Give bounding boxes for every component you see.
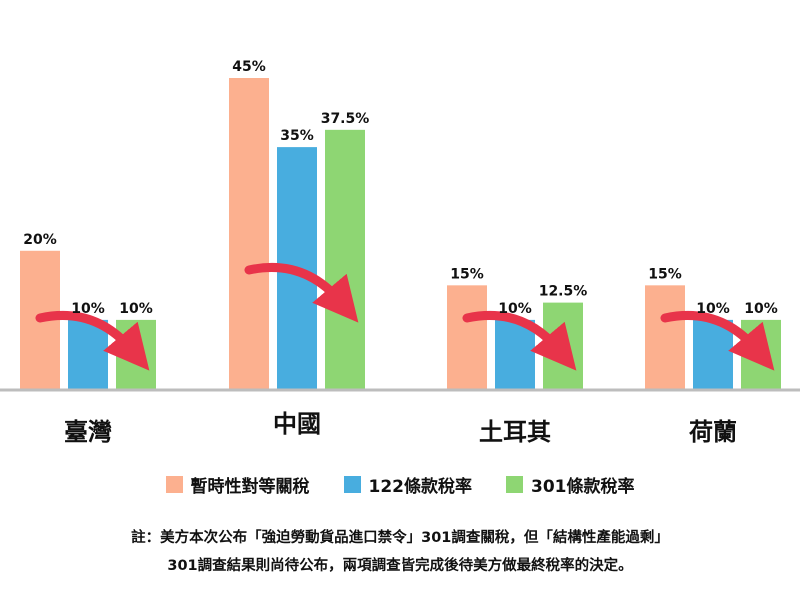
data-label-taiwan-s122: 10%	[71, 301, 105, 317]
legend-item-temp: 暫時性對等關稅	[165, 472, 310, 497]
bar-china-temp	[229, 78, 269, 389]
data-label-turkey-s122: 10%	[498, 301, 532, 317]
data-label-china-s301: 37.5%	[321, 111, 370, 127]
data-label-taiwan-temp: 20%	[23, 232, 57, 248]
bar-netherlands-s301	[741, 319, 781, 389]
bar-netherlands-temp	[645, 285, 685, 389]
chart-legend: 暫時性對等關稅 122條款稅率 301條款稅率	[0, 472, 800, 497]
legend-item-301: 301條款稅率	[506, 472, 635, 497]
footnote-line-1: 註：美方本次公布「強迫勞動貨品進口禁令」301調查關稅，但「結構性產能過剩」	[131, 530, 669, 546]
bar-china-s301	[325, 129, 365, 390]
data-label-china-s122: 35%	[280, 128, 314, 144]
legend-swatch-temp	[165, 476, 183, 493]
footnote-line-2: 301調查結果則尚待公布，兩項調查皆完成後待美方做最終稅率的決定。	[167, 558, 633, 574]
decrease-arrow-icon-china	[244, 262, 359, 323]
legend-label-301: 301條款稅率	[531, 477, 635, 497]
category-label-turkey: 土耳其	[479, 418, 551, 446]
data-label-netherlands-temp: 15%	[648, 266, 682, 282]
legend-swatch-301	[506, 476, 523, 493]
data-label-turkey-s301: 12.5%	[539, 284, 588, 300]
legend-swatch-122	[343, 476, 361, 493]
data-label-taiwan-s301: 10%	[119, 301, 153, 317]
bar-turkey-s301	[543, 302, 583, 389]
category-label-taiwan: 臺灣	[64, 418, 112, 446]
bar-netherlands-s122	[693, 319, 733, 389]
footnote: 註：美方本次公布「強迫勞動貨品進口禁令」301調查關稅，但「結構性產能過剩」 3…	[0, 524, 800, 580]
bar-turkey-s122	[495, 319, 535, 389]
decrease-arrow-icon-turkey	[462, 310, 577, 371]
legend-item-122: 122條款稅率	[343, 472, 473, 497]
bar-chart: 20% 10% 10% 臺灣 45% 35% 37.5% 中國 15% 10% 12.5% 土耳其 15…	[0, 59, 800, 446]
decrease-arrow-icon-taiwan	[35, 310, 150, 371]
decrease-arrow-icon-netherlands	[660, 310, 775, 371]
bar-taiwan-s301	[116, 319, 156, 389]
data-label-netherlands-s122: 10%	[696, 301, 730, 317]
category-label-china: 中國	[273, 410, 321, 438]
data-label-china-temp: 45%	[232, 59, 266, 75]
legend-label-122: 122條款稅率	[368, 477, 473, 497]
legend-label-temp: 暫時性對等關稅	[190, 477, 310, 497]
data-label-netherlands-s301: 10%	[744, 301, 778, 317]
bar-turkey-temp	[447, 285, 487, 389]
bar-taiwan-s122	[68, 319, 108, 389]
category-label-netherlands: 荷蘭	[689, 418, 737, 446]
data-label-turkey-temp: 15%	[450, 266, 484, 282]
